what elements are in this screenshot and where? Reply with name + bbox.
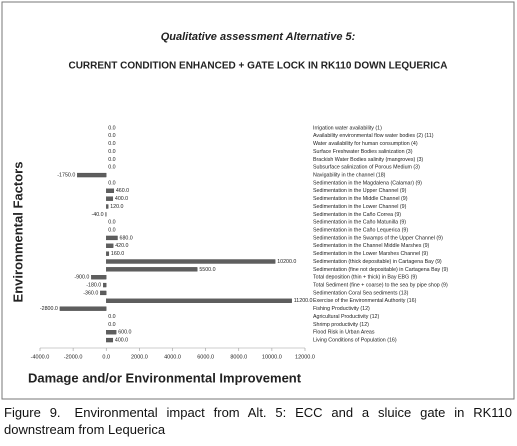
y-tick-label: Shrimp productivity (12) <box>313 322 369 328</box>
y-tick-label: Sedimentation in the Swamps of the Upper… <box>313 235 443 241</box>
y-tick-label: Sedimentation (thick depositable) in Car… <box>313 259 442 265</box>
chart-title: Qualitative assessment Alternative 5: <box>161 31 356 43</box>
figure-label: Figure 9. <box>4 405 61 420</box>
value-label: -360.0 <box>83 290 98 296</box>
bar <box>77 172 107 178</box>
y-tick-label: Sedimentation in the Lower Marshes Chann… <box>313 251 428 257</box>
x-tick-label: 12000.0 <box>295 354 315 360</box>
bar <box>100 290 107 296</box>
x-tick-label: -4000.0 <box>31 354 50 360</box>
value-label: 160.0 <box>111 251 124 257</box>
value-label: 400.0 <box>115 196 128 202</box>
value-label: 5500.0 <box>199 267 215 273</box>
y-tick-label: Sedimentation in the Magdalena (Calamar)… <box>313 180 422 186</box>
value-label: 10200.0 <box>277 259 296 265</box>
bar <box>103 282 107 288</box>
value-label: -1750.0 <box>57 172 75 178</box>
value-label: 0.0 <box>108 220 115 226</box>
value-label: 0.0 <box>108 165 115 171</box>
y-tick-label: Subsurface salinization of Porous Medium… <box>313 165 420 171</box>
value-label: 0.0 <box>108 180 115 186</box>
value-label: 420.0 <box>115 243 128 249</box>
y-tick-label: Irrigation water availability (1) <box>313 125 382 131</box>
y-tick-label: Surface Freshwater Bodies salinization (… <box>313 149 413 155</box>
x-tick-label: 10000.0 <box>262 354 282 360</box>
bar <box>106 330 117 335</box>
y-tick-label: Brackish Water Bodies salinity (mangrove… <box>313 157 423 163</box>
y-tick-label: Total deposition (thin + thick) in Bay E… <box>313 275 417 281</box>
y-tick-label: Sedimentation in the Middle Channel (9) <box>313 196 408 202</box>
x-axis-label: Damage and/or Environmental Improvement <box>28 370 302 385</box>
y-tick-label: Sedimentation Coral Sea sediments (13) <box>313 290 409 296</box>
y-tick-label: Sedimentation in the Upper Channel (9) <box>313 188 407 194</box>
y-tick-label: Sedimentation in the Caño Matunilla (9) <box>313 220 406 226</box>
value-label: 460.0 <box>116 188 129 194</box>
value-label: -180.0 <box>86 282 101 288</box>
bar <box>91 275 107 280</box>
value-label: 400.0 <box>115 337 128 343</box>
bar <box>106 251 110 256</box>
value-label: 0.0 <box>108 149 115 155</box>
value-label: 120.0 <box>110 204 123 210</box>
value-label: 600.0 <box>118 330 131 336</box>
value-label: 0.0 <box>108 141 115 147</box>
x-tick-label: 2000.0 <box>131 354 148 360</box>
x-tick-label: 0.0 <box>102 354 110 360</box>
bar <box>105 212 107 217</box>
y-axis-label: Environmental Factors <box>10 162 25 303</box>
y-tick-label: Sedimentation in the Caño Correa (9) <box>313 212 401 218</box>
bar <box>106 243 114 248</box>
y-tick-label: Living Conditions of Population (16) <box>313 337 397 343</box>
y-tick-label: Total Sediment (fine + coarse) to the se… <box>313 282 448 288</box>
x-tick-label: 8000.0 <box>230 354 247 360</box>
y-tick-label: Sedimentation in the Channel Middle Mars… <box>313 243 430 249</box>
value-label: -40.0 <box>92 212 104 218</box>
bar <box>106 259 276 264</box>
bar <box>59 306 107 311</box>
value-label: 0.0 <box>108 133 115 139</box>
y-tick-label: Agricultural Productivity (12) <box>313 314 379 320</box>
y-tick-label: Sedimentation in the Caño Lequerica (9) <box>313 227 408 233</box>
y-tick-label: Exercise of the Environmental Authority … <box>313 298 417 304</box>
value-label: 0.0 <box>108 125 115 131</box>
x-tick-label: 4000.0 <box>164 354 181 360</box>
x-tick-label: 6000.0 <box>197 354 214 360</box>
bar <box>106 337 114 343</box>
bar <box>106 196 114 201</box>
bar <box>106 267 198 272</box>
caption: Figure 9. Environmental impact from Alt. … <box>4 404 512 438</box>
chart-subtitle: CURRENT CONDITION ENHANCED + GATE LOCK I… <box>68 61 447 72</box>
bar <box>106 188 115 193</box>
value-label: -2800.0 <box>40 306 58 312</box>
y-tick-label: Availability environmental flow water bo… <box>313 133 434 139</box>
caption-text: Environmental impact from Alt. 5: ECC an… <box>4 405 512 437</box>
value-label: 11200.0 <box>294 298 313 304</box>
bar <box>106 298 292 303</box>
value-label: 0.0 <box>108 157 115 163</box>
y-tick-label: Flood Risk in Urban Areas <box>313 330 375 336</box>
y-tick-label: Sedimentation in the Lower Channel (9) <box>313 204 407 210</box>
value-label: -900.0 <box>74 275 89 281</box>
x-tick-label: -2000.0 <box>64 354 83 360</box>
y-tick-label: Water availability for human consumption… <box>313 141 418 147</box>
bar <box>106 235 118 241</box>
y-tick-label: Sedimentation (fine not depositable) in … <box>313 267 448 273</box>
y-tick-label: Fishing Productivity (12) <box>313 306 370 312</box>
y-tick-label: Navigability in the channel (18) <box>313 172 386 178</box>
value-label: 0.0 <box>108 314 115 320</box>
value-label: 680.0 <box>120 235 133 241</box>
value-label: 0.0 <box>108 322 115 328</box>
frame <box>1 1 515 400</box>
value-label: 0.0 <box>108 227 115 233</box>
bar <box>106 204 109 209</box>
chart: Qualitative assessment Alternative 5: CU… <box>1 1 515 400</box>
